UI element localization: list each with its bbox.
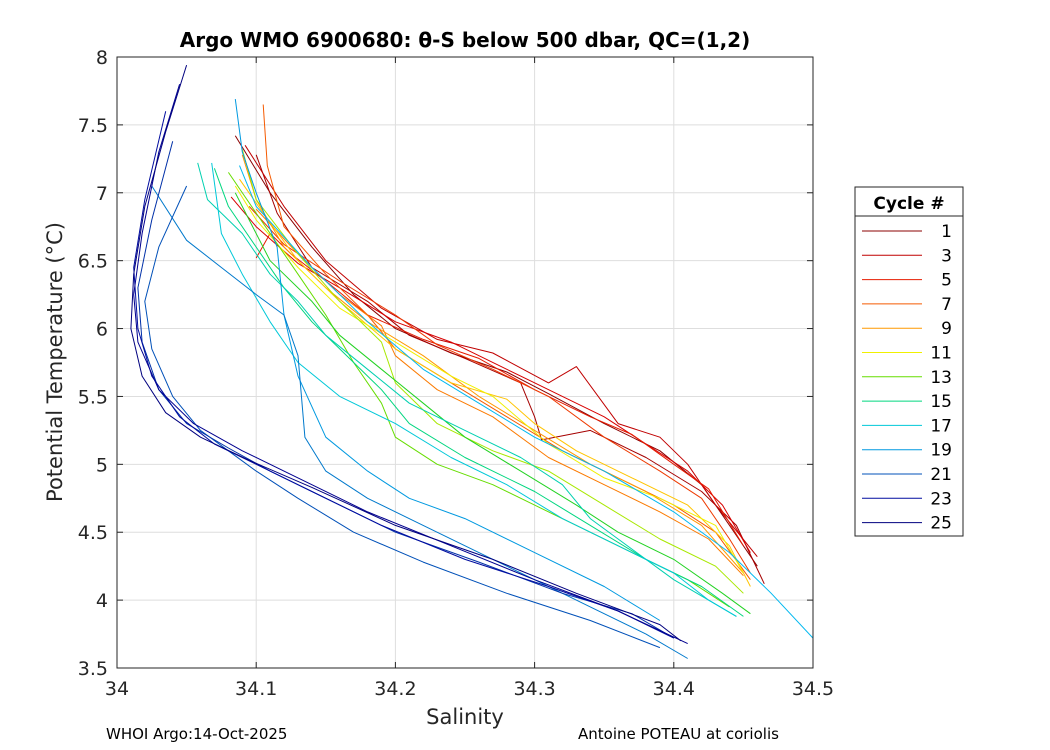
series-line-cycle-21 xyxy=(144,185,661,649)
chart-title: Argo WMO 6900680: θ-S below 500 dbar, QC… xyxy=(180,28,750,52)
y-tick-label: 5 xyxy=(96,454,108,476)
x-tick-label: 34.1 xyxy=(235,678,277,700)
y-tick-label: 7.5 xyxy=(78,115,108,137)
legend-label: 15 xyxy=(930,392,952,412)
legend-label: 19 xyxy=(930,441,952,461)
series-line-cycle-15 xyxy=(213,168,744,617)
grid xyxy=(117,57,813,668)
y-tick-label: 3.5 xyxy=(78,658,108,680)
series-line-cycle-14 xyxy=(234,192,751,615)
x-tick-label: 34.3 xyxy=(513,678,555,700)
legend-label: 7 xyxy=(941,295,952,315)
series-line-cycle-6 xyxy=(248,206,751,574)
legend-label: 5 xyxy=(941,271,952,291)
legend-box xyxy=(854,186,964,537)
legend-label: 13 xyxy=(930,368,952,388)
ticks: 34 34.1 34.2 34.3 34.4 34.5 3.5 4 4.5 5 5.5 6 6.5 7 7.… xyxy=(78,47,834,700)
series-line-cycle-4 xyxy=(230,196,751,553)
series-line-cycle-17 xyxy=(211,162,737,617)
y-tick-label: 5.5 xyxy=(78,386,108,408)
x-axis-label: Salinity xyxy=(426,705,504,729)
x-tick-label: 34.4 xyxy=(653,678,695,700)
series-line-cycle-25 xyxy=(130,64,682,642)
series-line-cycle-20 xyxy=(151,185,688,659)
legend-label: 25 xyxy=(930,514,952,534)
legend-label: 17 xyxy=(930,416,952,436)
legend-label: 21 xyxy=(930,465,952,485)
series-line-cycle-22 xyxy=(137,141,675,639)
legend-label: 3 xyxy=(941,246,952,266)
series-line-cycle-10 xyxy=(239,178,751,587)
y-tick-label: 6 xyxy=(96,319,108,341)
y-tick-label: 8 xyxy=(96,47,108,69)
y-axis-label: Potential Temperature (°C) xyxy=(43,222,67,502)
legend-label: 11 xyxy=(930,344,952,364)
plot-frame xyxy=(116,56,814,669)
series-line-cycle-3 xyxy=(244,145,758,558)
footer-left-text: WHOI Argo:14-Oct-2025 xyxy=(106,725,288,743)
footer-right-text: Antoine POTEAU at coriolis xyxy=(578,725,779,743)
legend-label: 9 xyxy=(941,319,952,339)
plot-area xyxy=(117,57,813,668)
legend-label: 1 xyxy=(941,222,952,242)
series-line-cycle-16 xyxy=(197,162,737,617)
series-line-cycle-24 xyxy=(133,84,688,645)
series-line-cycle-11 xyxy=(234,185,744,574)
series-group xyxy=(130,64,813,659)
series-line-cycle-2 xyxy=(255,154,765,585)
series-line-cycle-19 xyxy=(234,99,661,621)
series-line-cycle-18 xyxy=(239,165,813,639)
y-tick-label: 4 xyxy=(96,590,108,612)
x-tick-label: 34.2 xyxy=(374,678,416,700)
y-tick-label: 7 xyxy=(96,183,108,205)
x-tick-label: 34 xyxy=(105,678,129,700)
legend-title: Cycle # xyxy=(873,194,944,214)
y-tick-label: 6.5 xyxy=(78,251,108,273)
legend-label: 23 xyxy=(930,489,952,509)
plot-clip xyxy=(130,64,813,659)
x-tick-label: 34.5 xyxy=(792,678,834,700)
series-line-cycle-12 xyxy=(241,149,744,594)
y-tick-label: 4.5 xyxy=(78,522,108,544)
